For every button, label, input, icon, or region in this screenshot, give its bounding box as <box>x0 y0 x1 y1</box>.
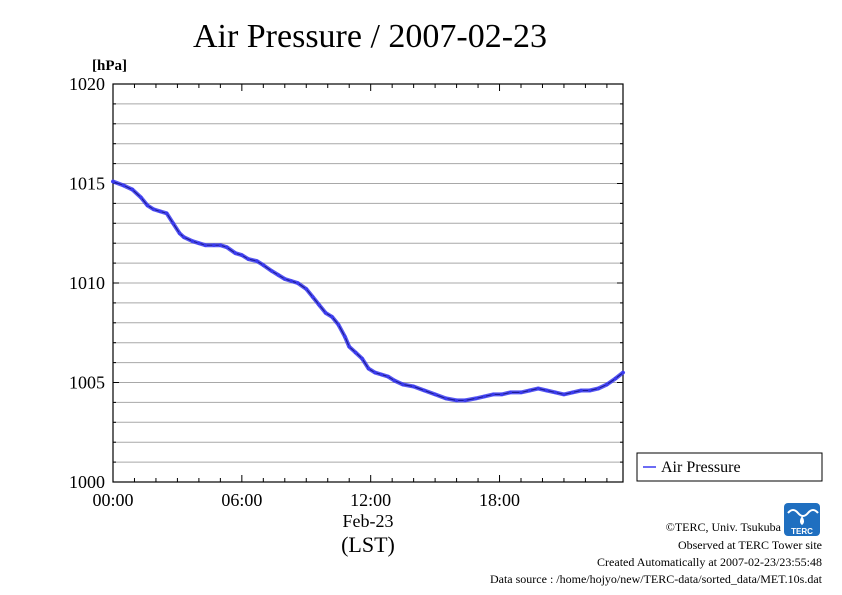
data-point <box>240 253 244 257</box>
data-point <box>588 388 592 393</box>
data-point <box>233 251 237 255</box>
data-point <box>605 382 609 387</box>
data-point <box>482 394 487 399</box>
x-axis-date-label: Feb-23 <box>343 511 394 531</box>
droplet-icon <box>800 516 804 525</box>
data-point <box>354 351 358 355</box>
data-point <box>579 388 583 393</box>
data-point <box>519 390 523 395</box>
data-point <box>255 259 259 263</box>
data-point <box>261 263 265 267</box>
data-point <box>177 231 182 235</box>
x-axis-label: (LST) <box>341 532 395 557</box>
data-point <box>433 392 437 397</box>
y-tick-label: 1010 <box>69 273 105 293</box>
chart-title: Air Pressure / 2007-02-23 <box>193 18 547 55</box>
series-layer <box>111 179 625 403</box>
data-point <box>392 378 396 383</box>
logo-text: TERC <box>791 527 813 536</box>
data-point <box>130 187 134 192</box>
data-point <box>454 398 459 403</box>
data-point <box>596 386 600 391</box>
data-point <box>158 209 162 213</box>
data-point <box>570 390 575 395</box>
created-text: Created Automatically at 2007-02-23/23:5… <box>597 555 822 569</box>
y-axis-unit-label: [hPa] <box>92 58 127 74</box>
data-point <box>474 396 478 401</box>
data-point <box>296 281 300 285</box>
observed-text: Observed at TERC Tower site <box>678 538 822 552</box>
data-point <box>190 239 195 243</box>
data-point <box>139 195 143 200</box>
data-point <box>197 241 201 245</box>
data-point <box>373 370 377 375</box>
y-tick-label: 1005 <box>69 373 105 393</box>
legend-box <box>636 452 823 482</box>
y-tick-label: 1000 <box>69 472 105 492</box>
data-point <box>182 235 186 239</box>
data-point <box>562 392 566 397</box>
data-point <box>553 390 557 395</box>
data-point <box>152 207 156 211</box>
grid-lines <box>113 103 623 463</box>
x-tick-label: 00:00 <box>92 490 133 510</box>
legend: Air Pressure <box>636 452 823 482</box>
wave-icon <box>787 509 819 517</box>
data-point <box>401 382 405 387</box>
data-point <box>412 384 416 389</box>
data-point <box>276 273 280 277</box>
data-point <box>386 374 390 379</box>
data-point <box>270 269 274 273</box>
data-point <box>304 287 308 291</box>
terc-logo: TERC <box>784 503 820 536</box>
legend-label: Air Pressure <box>661 459 741 476</box>
data-point <box>500 392 504 397</box>
data-point <box>289 279 293 283</box>
data-point <box>171 221 175 225</box>
data-point <box>283 277 287 281</box>
data-point <box>545 388 549 393</box>
data-source-text: Data source : /home/hojyo/new/TERC-data/… <box>490 572 823 586</box>
data-point <box>508 390 512 395</box>
data-point <box>330 315 334 319</box>
x-tick-label: 18:00 <box>479 490 520 510</box>
copyright-text: ©TERC, Univ. Tsukuba <box>666 520 782 534</box>
x-tick-label: 12:00 <box>350 490 391 510</box>
data-point <box>203 243 207 247</box>
data-point <box>613 376 618 381</box>
data-point <box>422 388 426 393</box>
data-point <box>317 303 321 307</box>
data-point <box>463 398 467 403</box>
data-point <box>225 245 229 249</box>
data-point <box>527 388 532 393</box>
data-point <box>366 366 371 371</box>
data-point <box>347 345 351 349</box>
y-axis: 1000 1005 1010 1015 1020 <box>69 74 623 492</box>
data-point <box>323 311 328 315</box>
data-point <box>379 372 384 377</box>
data-point <box>311 295 315 299</box>
x-axis: 00:00 06:00 12:00 18:00 <box>92 84 608 510</box>
data-point <box>165 211 169 215</box>
data-point <box>246 257 250 261</box>
data-point <box>122 183 126 188</box>
data-point <box>536 386 540 391</box>
data-point <box>444 396 448 401</box>
y-tick-label: 1015 <box>69 174 105 194</box>
data-point <box>145 203 149 207</box>
data-point <box>621 370 625 375</box>
y-tick-label: 1020 <box>69 74 105 94</box>
data-point <box>212 243 216 247</box>
data-point <box>218 243 222 247</box>
data-point <box>491 392 495 397</box>
data-point <box>343 335 347 339</box>
data-point <box>111 179 115 184</box>
data-point <box>360 357 364 361</box>
data-point <box>336 323 341 327</box>
x-tick-label: 06:00 <box>221 490 262 510</box>
